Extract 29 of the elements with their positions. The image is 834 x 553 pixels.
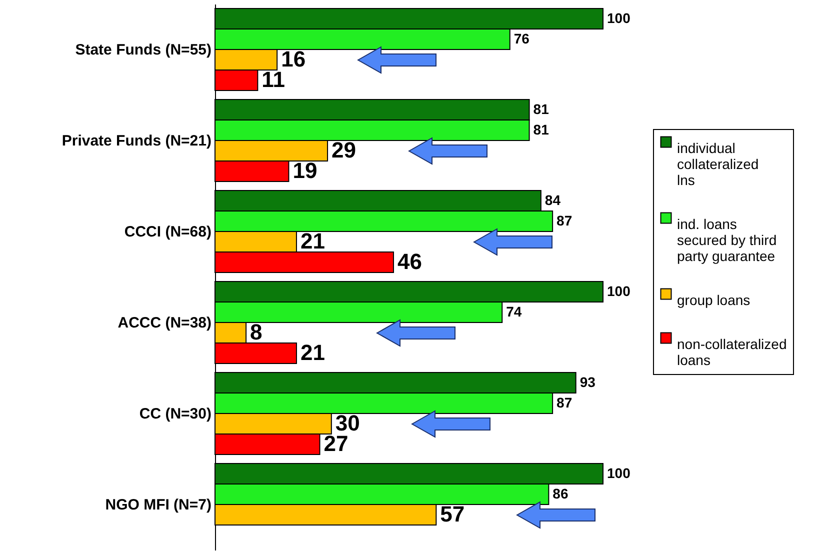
data-label: 76: [514, 30, 530, 46]
y-tick-label: CC (N=30): [139, 406, 212, 422]
data-label: 81: [533, 121, 550, 138]
data-label: 100: [607, 10, 631, 26]
legend-label: group loans: [677, 292, 750, 308]
data-label: 100: [607, 464, 631, 481]
data-label: 57: [440, 502, 465, 527]
y-tick-label: NGO MFI (N=7): [105, 496, 212, 514]
legend-label: ind. loans secured by third party guarantee: [677, 216, 777, 264]
data-label: 87: [556, 212, 572, 228]
data-label: 74: [506, 303, 522, 320]
data-label: 87: [556, 394, 572, 410]
y-tick-label: Private Funds (N=21): [62, 132, 212, 150]
y-tick-label: State Funds (N=55): [75, 42, 212, 58]
data-label: 8: [250, 320, 262, 345]
data-label: 93: [580, 374, 596, 390]
y-tick-label: ACCC (N=38): [118, 314, 212, 332]
data-label: 21: [300, 228, 325, 254]
data-label: 84: [544, 192, 561, 208]
legend-label: non-collateralized loans: [677, 336, 787, 368]
data-label: 81: [533, 100, 550, 117]
data-label: 21: [300, 340, 325, 366]
data-label: 86: [552, 485, 568, 502]
data-label: 100: [607, 282, 631, 299]
legend-label: individual collateralized lns: [677, 140, 759, 188]
y-tick-label: CCCI (N=68): [124, 224, 212, 240]
data-label: 19: [292, 158, 318, 184]
data-label: 29: [332, 138, 356, 163]
data-label: 46: [397, 249, 422, 274]
